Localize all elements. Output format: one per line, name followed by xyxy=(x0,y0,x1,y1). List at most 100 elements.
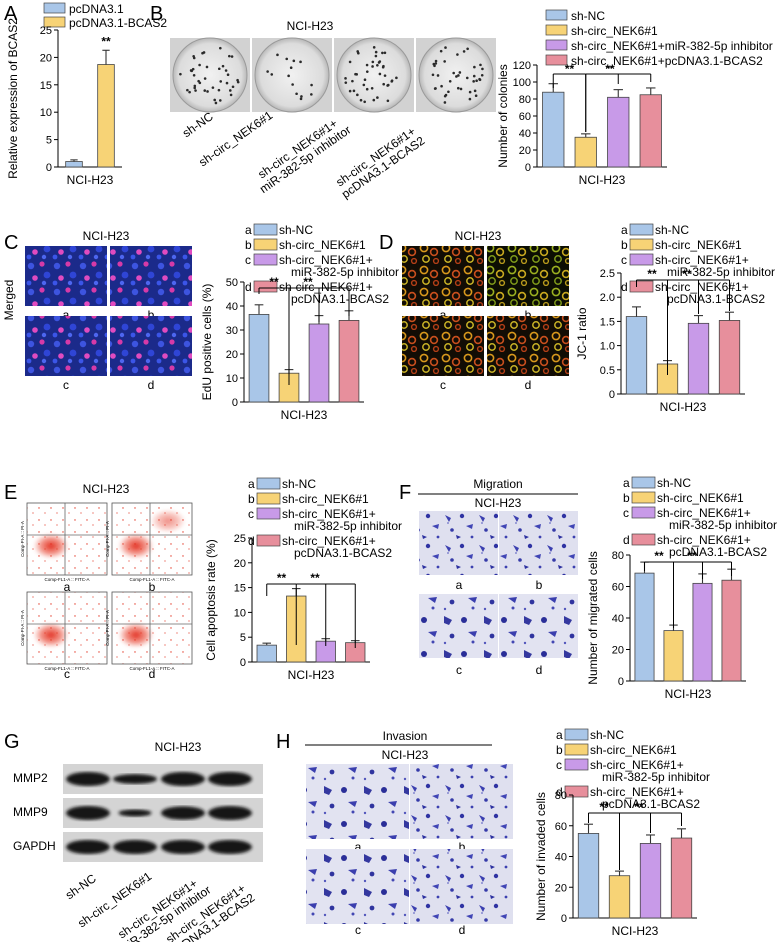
flow-y-label: Comp-PI-A :: PI-A xyxy=(20,521,25,557)
y-tick-label: 20 xyxy=(226,349,238,361)
blot-band xyxy=(208,772,252,786)
y-tick-label: 60 xyxy=(555,821,567,833)
colony-dot xyxy=(363,78,367,82)
legend-key: c xyxy=(556,758,562,772)
legend-label: pcDNA3.1-BCAS2 xyxy=(602,797,700,811)
legend-swatch xyxy=(43,16,66,28)
colony-dot xyxy=(365,87,369,91)
y-tick-label: 0 xyxy=(46,162,52,174)
colony-dot xyxy=(376,64,379,67)
colony-dot xyxy=(452,71,455,75)
colony-dot xyxy=(458,71,462,74)
legend-key: d xyxy=(245,280,252,294)
migration-stain-image xyxy=(419,594,498,658)
legend-key: d xyxy=(621,280,628,294)
bar xyxy=(625,316,648,395)
y-tick-label: 100 xyxy=(513,77,531,89)
legend-label: pcDNA3.1-BCAS2 xyxy=(291,292,389,306)
colony-dot xyxy=(457,74,460,77)
lane-label-line: sh-NC xyxy=(63,871,99,902)
legend-label: sh-circ_NEK6#1+ xyxy=(282,534,376,548)
panel-letter-B: B xyxy=(150,3,163,25)
colony-dot xyxy=(443,101,447,104)
panel-letter-H: H xyxy=(276,731,290,753)
legend-swatch xyxy=(564,785,589,798)
colony-dot xyxy=(224,69,228,72)
jc1-image xyxy=(402,316,484,376)
colony-dish xyxy=(336,37,412,113)
colony-dot xyxy=(480,73,484,77)
photo-title: NCI-H23 xyxy=(83,229,130,243)
colony-dot xyxy=(363,100,366,104)
colony-dot xyxy=(287,74,290,78)
chart-H: 0 20 40 60 80 Number of invaded cells NCI-H23 *… xyxy=(534,790,697,938)
x-axis-label: NCI-H23 xyxy=(612,924,659,938)
edu-merged-image xyxy=(110,316,192,376)
colony-dot xyxy=(466,47,469,51)
tile-label: b xyxy=(459,840,466,854)
colony-dot xyxy=(354,72,357,76)
colony-dot xyxy=(362,83,366,87)
flow-population xyxy=(33,533,69,559)
legend-key: d xyxy=(248,534,255,548)
colony-dot xyxy=(270,73,274,76)
blot-band xyxy=(208,840,252,854)
colony-dot xyxy=(285,57,289,61)
legend-swatch xyxy=(43,2,66,14)
flow-population xyxy=(118,622,154,648)
bar xyxy=(663,630,684,682)
y-tick-label: 40 xyxy=(519,128,531,140)
y-tick-label: 5 xyxy=(46,135,52,147)
y-tick-label: 0.5 xyxy=(600,365,615,377)
legend-key: c xyxy=(621,253,627,267)
legend-label: sh-circ_NEK6#1 xyxy=(282,492,369,506)
y-axis-label: Number of migrated cells xyxy=(586,551,600,684)
colony-dot xyxy=(276,53,279,57)
colony-dot xyxy=(372,46,376,49)
significance-stars: ** xyxy=(682,267,692,281)
y-tick-label: 30 xyxy=(226,325,238,337)
colony-dot xyxy=(219,46,222,50)
photo-title: NCI-H23 xyxy=(287,19,334,33)
legend-item: b sh-circ_NEK6#1 xyxy=(248,492,369,506)
jc1-image xyxy=(487,316,569,376)
legend-label: sh-circ_NEK6#1+ xyxy=(655,280,749,294)
colony-dot xyxy=(374,50,378,54)
blot-band xyxy=(208,806,252,820)
significance-stars: ** xyxy=(647,267,657,281)
legend-item: d sh-circ_NEK6#1+pcDNA3.1-BCAS2 xyxy=(556,785,700,811)
blot-row-label: MMP9 xyxy=(13,805,48,819)
colony-dot xyxy=(230,55,234,58)
bar xyxy=(97,64,115,168)
flow-y-label: Comp-PI-A :: PI-A xyxy=(105,521,110,557)
colony-dot xyxy=(440,84,443,88)
colony-dot xyxy=(448,79,452,83)
colony-dot xyxy=(295,92,298,96)
blot-band xyxy=(118,809,152,817)
bar xyxy=(577,833,600,919)
y-tick-label: 1.5 xyxy=(600,316,615,328)
significance-stars: ** xyxy=(605,62,615,76)
bar xyxy=(639,94,662,168)
colony-dot xyxy=(192,73,196,77)
legend-label: sh-NC xyxy=(282,477,316,491)
legend-label: sh-circ_NEK6#1+ xyxy=(657,533,751,547)
y-axis-label: Cell apoptosis rate (%) xyxy=(204,539,218,660)
y-tick-label: 0 xyxy=(609,389,615,401)
legend-swatch xyxy=(256,492,281,505)
colony-dot xyxy=(371,60,375,64)
legend-label: miR-382-5p inhibitor xyxy=(602,770,710,784)
colony-dot xyxy=(189,69,193,72)
flow-y-label: Comp-PI-A :: PI-A xyxy=(105,610,110,646)
colony-dot xyxy=(192,54,195,58)
plate-label-line: sh-NC xyxy=(180,109,216,140)
flow-population xyxy=(150,509,186,533)
tile-label: d xyxy=(149,667,156,681)
blot-band xyxy=(66,840,110,854)
bar xyxy=(608,875,631,919)
legend-label: sh-NC xyxy=(590,728,624,742)
legend-label: sh-NC xyxy=(655,223,689,237)
colony-dot xyxy=(444,46,447,49)
y-tick-label: 0 xyxy=(525,162,531,174)
